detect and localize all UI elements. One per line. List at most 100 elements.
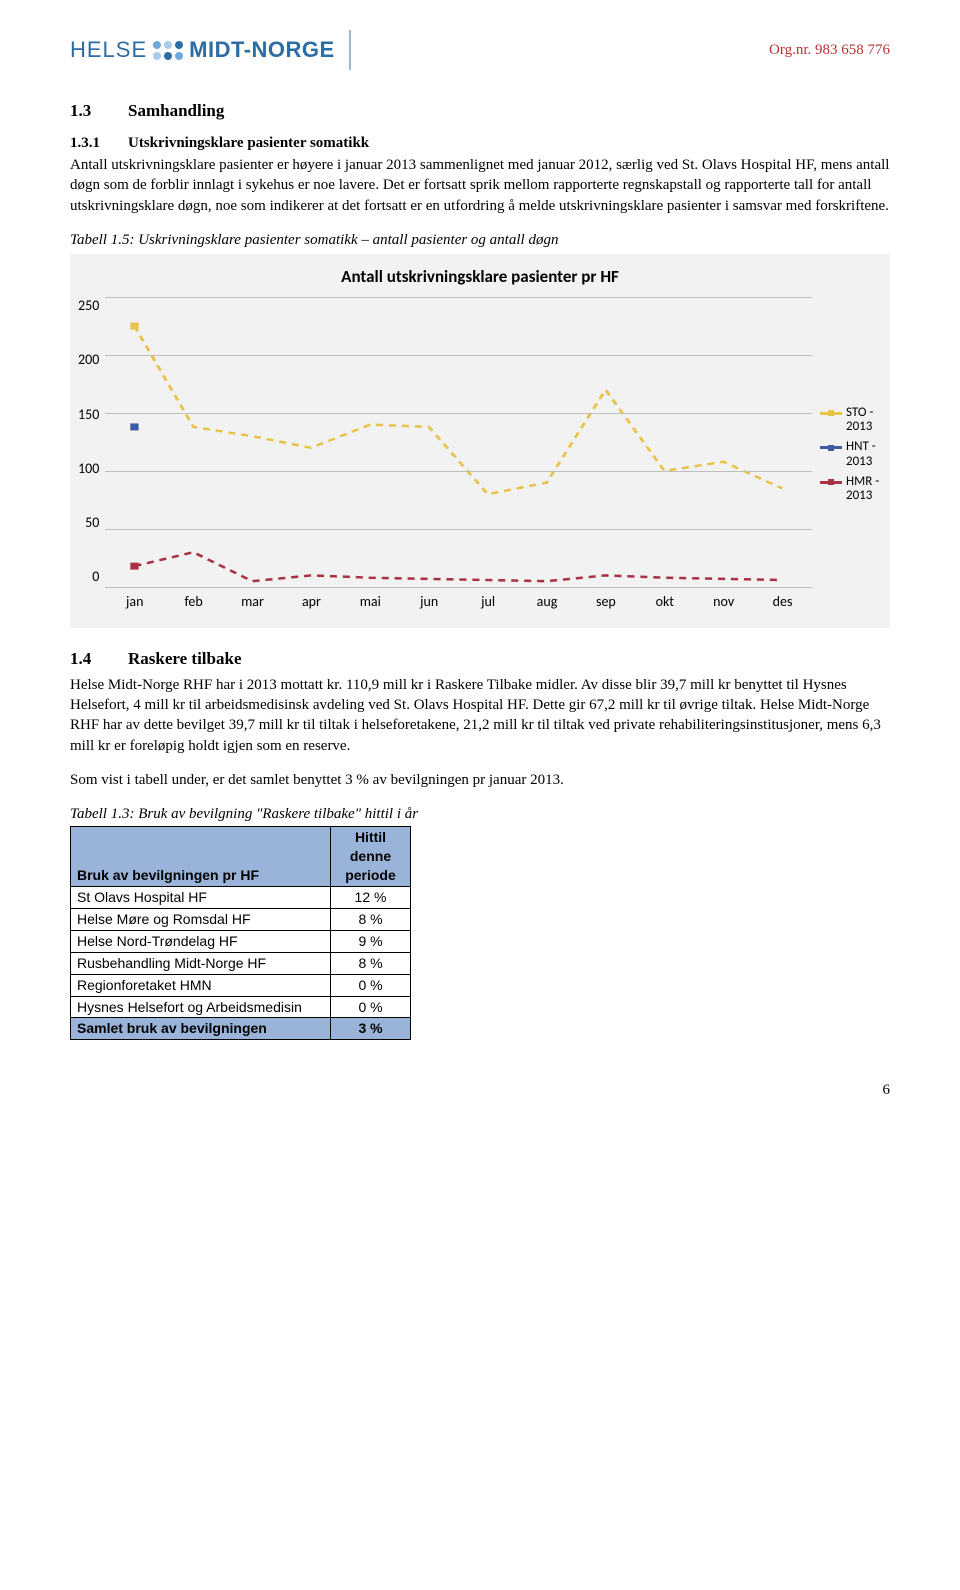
section-title: Raskere tilbake	[128, 649, 242, 668]
logo-divider	[349, 30, 351, 70]
gridline	[105, 297, 812, 298]
legend-marker-icon	[828, 445, 834, 451]
table-row: Hysnes Helsefort og Arbeidsmedisin0 %	[71, 996, 411, 1018]
x-tick: nov	[694, 593, 753, 612]
table-cell-value: 12 %	[331, 887, 411, 909]
legend-label: HNT - 2013	[846, 440, 882, 469]
logo-text-helse: HELSE	[70, 35, 147, 65]
chart-svg	[105, 297, 812, 587]
y-axis-labels: 250 200 150 100 50 0	[78, 297, 105, 587]
x-tick: jul	[459, 593, 518, 612]
legend-marker-icon	[828, 410, 834, 416]
gridline	[105, 471, 812, 472]
x-tick: mar	[223, 593, 282, 612]
logo-dot	[164, 52, 172, 60]
section-1-4-heading: 1.4Raskere tilbake	[70, 648, 890, 671]
series-marker	[131, 424, 139, 431]
page-header: HELSE MIDT-NORGE Org.nr. 983 658 776	[70, 30, 890, 70]
section-number: 1.4	[70, 648, 128, 671]
table-cell-value: 0 %	[331, 996, 411, 1018]
section-1-3-1-body: Antall utskrivningsklare pasienter er hø…	[70, 155, 890, 216]
section-1-4-body-2: Som vist i tabell under, er det samlet b…	[70, 770, 890, 790]
legend-item: HNT - 2013	[820, 440, 882, 469]
y-tick: 150	[78, 406, 99, 425]
gridline	[105, 529, 812, 530]
logo-dot	[153, 52, 161, 60]
plot-wrap: janfebmaraprmaijunjulaugsepoktnovdes	[105, 297, 812, 612]
chart-title: Antall utskrivningsklare pasienter pr HF	[78, 266, 882, 289]
table-total-row: Samlet bruk av bevilgningen3 %	[71, 1018, 411, 1040]
table-1-5-caption: Tabell 1.5: Uskrivningsklare pasienter s…	[70, 230, 890, 250]
chart-plot	[105, 297, 812, 587]
y-tick: 0	[92, 568, 99, 587]
x-tick: apr	[282, 593, 341, 612]
table-row: St Olavs Hospital HF12 %	[71, 887, 411, 909]
table-cell-label: Rusbehandling Midt-Norge HF	[71, 952, 331, 974]
legend-marker-icon	[828, 479, 834, 485]
x-tick: mai	[341, 593, 400, 612]
table-cell-value: 0 %	[331, 974, 411, 996]
table-row: Rusbehandling Midt-Norge HF8 %	[71, 952, 411, 974]
table-cell-value: 8 %	[331, 952, 411, 974]
section-title: Samhandling	[128, 101, 224, 120]
logo-dot	[175, 52, 183, 60]
logo-dot	[153, 41, 161, 49]
logo-dot	[164, 41, 172, 49]
y-tick: 100	[78, 460, 99, 479]
logo-dot	[175, 41, 183, 49]
table-col2-header: Hittil denne periode	[331, 827, 411, 887]
table-total-value: 3 %	[331, 1018, 411, 1040]
y-tick: 50	[85, 514, 99, 533]
x-tick: jan	[105, 593, 164, 612]
section-1-4-body-1: Helse Midt-Norge RHF har i 2013 mottatt …	[70, 675, 890, 756]
legend-item: STO - 2013	[820, 406, 882, 435]
x-tick: sep	[576, 593, 635, 612]
table-row: Regionforetaket HMN0 %	[71, 974, 411, 996]
x-tick: okt	[635, 593, 694, 612]
table-1-3-caption: Tabell 1.3: Bruk av bevilgning "Raskere …	[70, 804, 890, 824]
table-cell-value: 9 %	[331, 930, 411, 952]
section-1-3-heading: 1.3Samhandling	[70, 100, 890, 123]
table-total-label: Samlet bruk av bevilgningen	[71, 1018, 331, 1040]
x-tick: aug	[518, 593, 577, 612]
table-cell-label: Regionforetaket HMN	[71, 974, 331, 996]
gridline	[105, 587, 812, 588]
series-line	[135, 326, 783, 494]
section-number: 1.3	[70, 100, 128, 123]
table-cell-label: Helse Nord-Trøndelag HF	[71, 930, 331, 952]
logo-text-midt: MIDT-NORGE	[189, 35, 335, 65]
table-row: Helse Møre og Romsdal HF8 %	[71, 909, 411, 931]
x-tick: des	[753, 593, 812, 612]
series-marker	[131, 563, 139, 570]
org-number: Org.nr. 983 658 776	[769, 40, 890, 60]
table-cell-value: 8 %	[331, 909, 411, 931]
legend-label: HMR - 2013	[846, 475, 882, 504]
legend-swatch-icon	[820, 412, 842, 415]
series-line	[135, 552, 783, 581]
x-axis-labels: janfebmaraprmaijunjulaugsepoktnovdes	[105, 593, 812, 612]
series-marker	[131, 323, 139, 330]
subsection-number: 1.3.1	[70, 133, 128, 153]
legend-swatch-icon	[820, 446, 842, 449]
table-cell-label: St Olavs Hospital HF	[71, 887, 331, 909]
bevilgning-table: Bruk av bevilgningen pr HF Hittil denne …	[70, 826, 411, 1040]
legend-label: STO - 2013	[846, 406, 882, 435]
legend-item: HMR - 2013	[820, 475, 882, 504]
chart-area: 250 200 150 100 50 0 janfebmaraprmaijunj…	[78, 297, 882, 612]
table-cell-label: Helse Møre og Romsdal HF	[71, 909, 331, 931]
legend-swatch-icon	[820, 481, 842, 484]
subsection-title: Utskrivningsklare pasienter somatikk	[128, 135, 369, 151]
table-col1-header: Bruk av bevilgningen pr HF	[71, 827, 331, 887]
page-number: 6	[70, 1080, 890, 1100]
gridline	[105, 413, 812, 414]
logo: HELSE MIDT-NORGE	[70, 30, 351, 70]
chart-container: Antall utskrivningsklare pasienter pr HF…	[70, 254, 890, 628]
table-cell-label: Hysnes Helsefort og Arbeidsmedisin	[71, 996, 331, 1018]
chart-legend: STO - 2013 HNT - 2013 HMR - 2013	[812, 297, 882, 612]
section-1-3-1-heading: 1.3.1Utskrivningsklare pasienter somatik…	[70, 133, 890, 153]
y-tick: 250	[78, 297, 99, 316]
table-row: Helse Nord-Trøndelag HF9 %	[71, 930, 411, 952]
gridline	[105, 355, 812, 356]
logo-dots-icon	[153, 41, 183, 60]
x-tick: jun	[400, 593, 459, 612]
